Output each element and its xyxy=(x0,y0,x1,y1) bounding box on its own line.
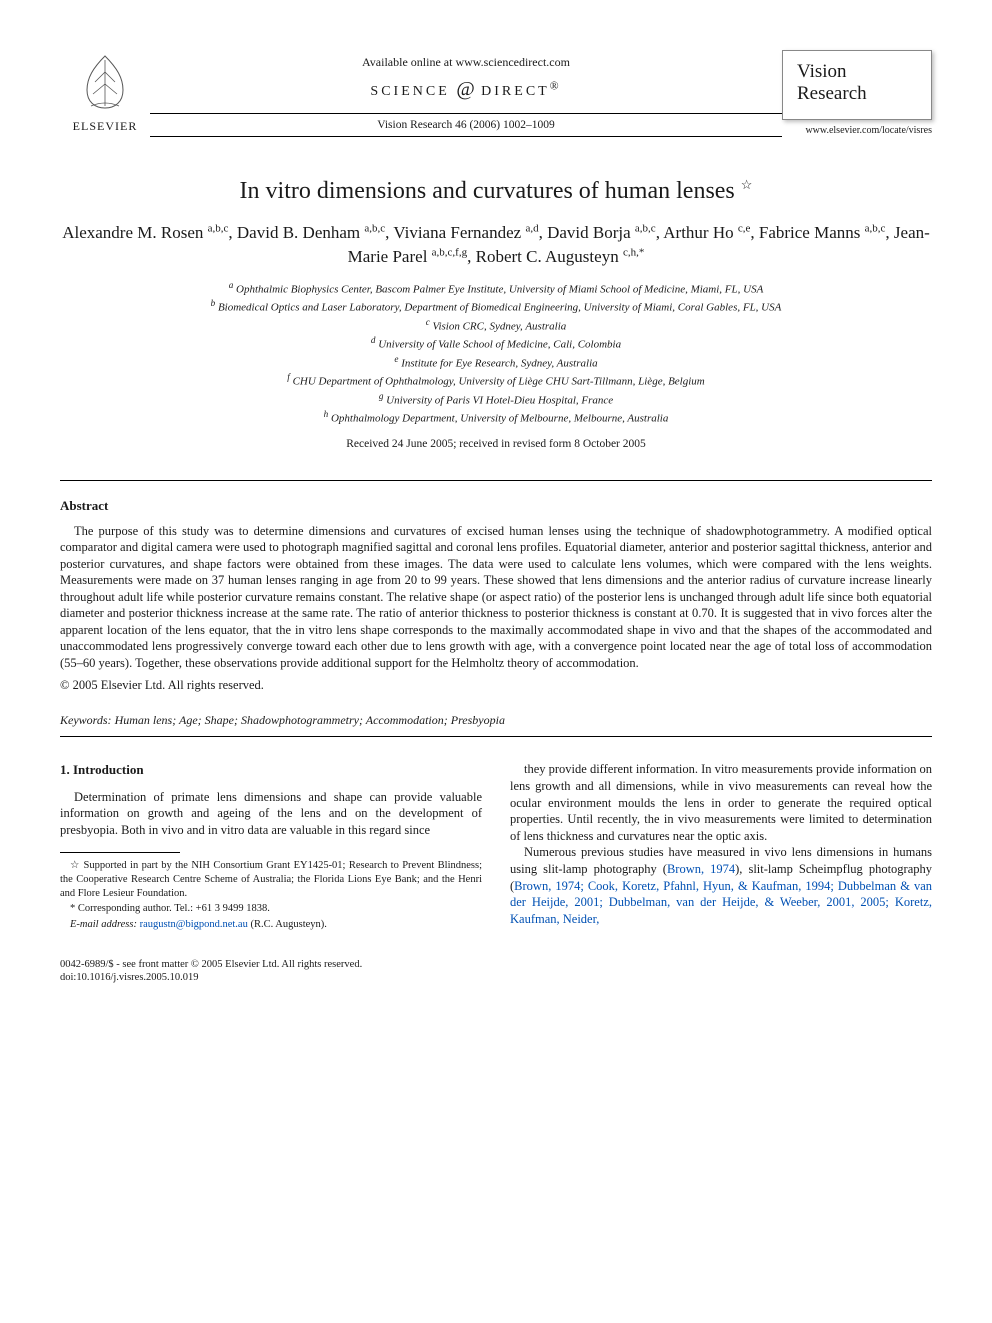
affiliation-line: g University of Paris VI Hotel-Dieu Hosp… xyxy=(60,390,932,409)
abstract-copyright: © 2005 Elsevier Ltd. All rights reserved… xyxy=(60,677,932,694)
article-title-text: In vitro dimensions and curvatures of hu… xyxy=(240,178,735,204)
footnote-email-label: E-mail address: xyxy=(70,919,137,930)
abstract-body: The purpose of this study was to determi… xyxy=(60,523,932,672)
intro-ref1-link[interactable]: Brown, 1974 xyxy=(667,862,735,876)
received-line: Received 24 June 2005; received in revis… xyxy=(60,437,932,453)
available-online-text: Available online at www.sciencedirect.co… xyxy=(150,54,782,70)
page-footer: 0042-6989/$ - see front matter © 2005 El… xyxy=(60,958,932,985)
journal-title-box: Vision Research xyxy=(782,50,932,120)
keywords-label: Keywords: xyxy=(60,713,112,727)
footnotes-block: ☆ Supported in part by the NIH Consortiu… xyxy=(60,859,482,931)
intro-ref2-link[interactable]: Brown, 1974; Cook, Koretz, Pfahnl, Hyun,… xyxy=(510,879,932,926)
publisher-name: ELSEVIER xyxy=(60,118,150,134)
body-two-column: 1. Introduction Determination of primate… xyxy=(60,761,932,933)
footnote-email: E-mail address: raugustn@bigpond.net.au … xyxy=(60,918,482,932)
affiliation-line: a Ophthalmic Biophysics Center, Bascom P… xyxy=(60,279,932,298)
intro-left-paragraph: Determination of primate lens dimensions… xyxy=(60,789,482,839)
abstract-bottom-rule xyxy=(60,736,932,737)
citation-line: Vision Research 46 (2006) 1002–1009 xyxy=(150,118,782,134)
article-title: In vitro dimensions and curvatures of hu… xyxy=(60,175,932,207)
footnote-corresponding: * Corresponding author. Tel.: +61 3 9499… xyxy=(60,902,482,916)
header-rule-top xyxy=(150,113,782,114)
introduction-heading: 1. Introduction xyxy=(60,761,482,778)
page-header: ELSEVIER Available online at www.science… xyxy=(60,50,932,139)
title-footnote-marker: ☆ xyxy=(741,177,753,192)
header-rule-bottom xyxy=(150,136,782,137)
affiliation-line: h Ophthalmology Department, University o… xyxy=(60,408,932,427)
keywords-value: Human lens; Age; Shape; Shadowphotogramm… xyxy=(115,713,505,727)
affiliation-line: c Vision CRC, Sydney, Australia xyxy=(60,316,932,335)
journal-title-line1: Vision xyxy=(797,61,917,83)
footer-front-matter: 0042-6989/$ - see front matter © 2005 El… xyxy=(60,958,932,972)
journal-title-line2: Research xyxy=(797,83,917,105)
keywords-line: Keywords: Human lens; Age; Shape; Shadow… xyxy=(60,712,932,728)
sd-brand-right: DIRECT xyxy=(481,84,550,99)
journal-box: Vision Research www.elsevier.com/locate/… xyxy=(782,50,932,138)
journal-url: www.elsevier.com/locate/visres xyxy=(782,124,932,138)
publisher-logo-block: ELSEVIER xyxy=(60,50,150,134)
footnote-email-tail: (R.C. Augusteyn). xyxy=(250,919,326,930)
sd-brand-left: SCIENCE xyxy=(370,84,449,99)
affiliations-block: a Ophthalmic Biophysics Center, Bascom P… xyxy=(60,279,932,427)
sd-at-icon: @ xyxy=(456,78,474,100)
abstract-top-rule xyxy=(60,480,932,481)
footnote-support: ☆ Supported in part by the NIH Consortiu… xyxy=(60,859,482,900)
affiliation-line: d University of Valle School of Medicine… xyxy=(60,334,932,353)
affiliation-line: b Biomedical Optics and Laser Laboratory… xyxy=(60,297,932,316)
affiliation-line: e Institute for Eye Research, Sydney, Au… xyxy=(60,353,932,372)
right-column: they provide different information. In v… xyxy=(510,761,932,933)
affiliation-line: f CHU Department of Ophthalmology, Unive… xyxy=(60,371,932,390)
footer-doi: doi:10.1016/j.visres.2005.10.019 xyxy=(60,971,932,985)
abstract-text: The purpose of this study was to determi… xyxy=(60,523,932,672)
footnote-email-link[interactable]: raugustn@bigpond.net.au xyxy=(140,919,248,930)
left-column: 1. Introduction Determination of primate… xyxy=(60,761,482,933)
sciencedirect-brand: SCIENCE @ DIRECT® xyxy=(150,76,782,103)
center-header: Available online at www.sciencedirect.co… xyxy=(150,50,782,139)
intro-right-para2: Numerous previous studies have measured … xyxy=(510,844,932,927)
authors-line: Alexandre M. Rosen a,b,c, David B. Denha… xyxy=(60,221,932,269)
footnote-rule xyxy=(60,852,180,853)
abstract-heading: Abstract xyxy=(60,497,932,515)
elsevier-tree-icon xyxy=(73,50,137,114)
intro-right-para1: they provide different information. In v… xyxy=(510,761,932,844)
